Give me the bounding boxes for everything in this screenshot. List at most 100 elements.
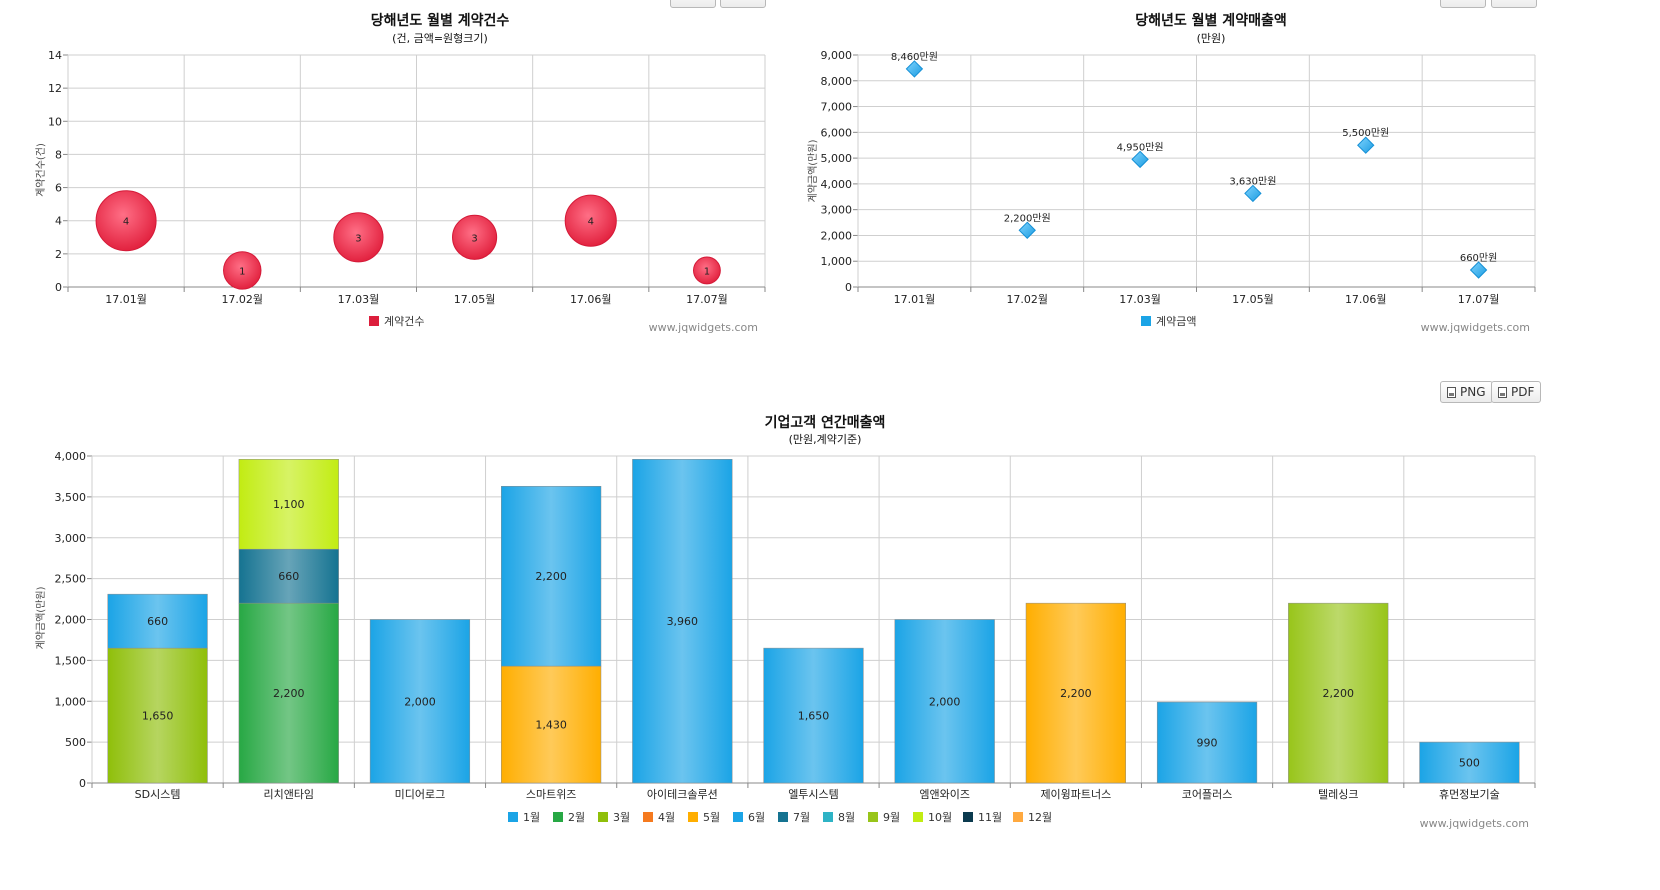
chart3-bar-label: 990: [1197, 737, 1218, 750]
png-export-button-top-right[interactable]: [1440, 0, 1486, 8]
chart3-bar-label: 2,000: [404, 695, 436, 708]
chart3-x-tick-label: 휴먼정보기술: [1439, 788, 1500, 801]
chart3-legend-swatch: [643, 812, 653, 822]
chart3-legend-label: 5월: [703, 811, 720, 824]
chart2-point: [905, 60, 924, 78]
chart3-y-tick-label: 500: [65, 736, 86, 749]
chart3-legend-swatch: [823, 812, 833, 822]
chart1-bubble: [692, 256, 721, 285]
chart2-point: [1018, 221, 1036, 239]
monthly-contract-count-chart: 당해년도 월별 계약건수 (건, 금액=원형크기) 계약건수(건) 0 2 4 6 8 1…: [35, 12, 766, 334]
chart2-x-tick-label: 17.03월: [1119, 293, 1161, 306]
monthly-contract-revenue-chart: 당해년도 월별 계약매출액 (만원) 계약금액(만원) 0 1,000 2,000 3…: [807, 12, 1536, 334]
chart3-legend-swatch: [508, 812, 518, 822]
chart3-bar-label: 2,200: [1322, 687, 1354, 700]
chart3-title: 기업고객 연간매출액: [765, 414, 886, 431]
chart3-y-tick-label: 3,500: [55, 491, 87, 504]
chart2-x-tick-label: 17.01월: [894, 293, 936, 306]
chart3-y-tick-label: 3,000: [55, 532, 87, 545]
chart1-x-tick-label: 17.02월: [221, 293, 263, 306]
chart3-bar-label: 660: [147, 615, 168, 628]
chart1-title: 당해년도 월별 계약건수: [371, 12, 510, 29]
chart3-bar-segment: [632, 459, 733, 784]
chart3-legend-item: 10월: [913, 811, 952, 824]
chart2-y-tick-label: 5,000: [821, 152, 853, 165]
chart2-y-tick-label: 4,000: [821, 178, 853, 191]
chart3-x-tick-label: 엠앤와이즈: [919, 788, 970, 801]
chart2-point-label: 3,630만원: [1229, 175, 1276, 187]
chart3-legend-item: 3월: [598, 811, 630, 824]
chart3-bar-segment: [238, 548, 339, 604]
chart3-x-tick-label: 코어플러스: [1182, 788, 1233, 801]
chart3-x-tick-label: SD시스템: [135, 788, 181, 801]
chart1-subtitle: (건, 금액=원형크기): [392, 32, 488, 45]
chart3-legend-label: 7월: [793, 811, 810, 824]
chart3-x-tick-label: 아이테크솔루션: [647, 788, 718, 801]
chart2-y-tick-label: 7,000: [821, 101, 853, 114]
chart3-legend-label: 2월: [568, 811, 585, 824]
chart3-bar-segment: [894, 619, 995, 784]
chart2-credit: www.jqwidgets.com: [1421, 321, 1530, 334]
chart1-ylabel: 계약건수(건): [35, 143, 47, 197]
chart3-legend-label: 1월: [523, 811, 540, 824]
chart3-bar-label: 2,200: [1060, 687, 1092, 700]
chart2-y-tick-label: 2,000: [821, 229, 853, 242]
chart1-credit: www.jqwidgets.com: [649, 321, 758, 334]
chart2-x-tick-label: 17.07월: [1458, 293, 1500, 306]
chart3-legend-swatch: [553, 812, 563, 822]
chart3-bar-segment: [1288, 602, 1389, 784]
chart3-y-tick-label: 1,000: [55, 695, 87, 708]
chart3-y-tick-label: 0: [79, 777, 86, 790]
chart1-bubble: [95, 190, 157, 252]
chart1-legend-swatch: [369, 316, 379, 326]
chart1-bubble-label: 3: [471, 233, 477, 244]
chart1-y-tick-label: 10: [48, 115, 62, 128]
chart1-legend-label: 계약건수: [384, 314, 424, 328]
chart3-legend-label: 4월: [658, 811, 675, 824]
chart1-bubble-label: 4: [123, 217, 129, 228]
pdf-export-button-top-right[interactable]: [1491, 0, 1537, 8]
chart3-bar-segment: [238, 459, 339, 550]
chart3-y-tick-label: 2,500: [55, 573, 87, 586]
pdf-export-button[interactable]: PDF: [1491, 381, 1542, 403]
chart3-legend-swatch: [913, 812, 923, 822]
chart1-y-tick-label: 0: [55, 281, 62, 294]
chart2-point: [1244, 184, 1262, 203]
png-label: PNG: [1460, 385, 1486, 399]
png-export-button-top-left[interactable]: [670, 0, 716, 8]
chart3-legend-label: 12월: [1028, 811, 1052, 824]
chart3-legend-label: 3월: [613, 811, 630, 824]
chart1-bubble-label: 1: [239, 266, 245, 277]
chart3-legend-item: 11월: [963, 811, 1002, 824]
chart3-bar-segment: [1025, 602, 1126, 784]
chart2-y-tick-label: 3,000: [821, 204, 853, 217]
chart3-legend-label: 10월: [928, 811, 952, 824]
chart2-y-tick-label: 6,000: [821, 126, 853, 139]
pdf-export-button-top-left[interactable]: [720, 0, 766, 8]
chart3-legend-swatch: [778, 812, 788, 822]
chart3-bar-label: 1,100: [273, 498, 305, 511]
chart2-y-tick-label: 9,000: [821, 49, 853, 62]
chart3-x-tick-label: 엘투시스템: [788, 788, 839, 801]
png-export-button[interactable]: PNG: [1440, 381, 1493, 403]
chart3-bar-segment: [107, 647, 208, 784]
chart3-bar-label: 500: [1459, 757, 1480, 770]
chart2-x-tick-label: 17.06월: [1345, 293, 1387, 306]
chart3-bar-segment: [1419, 741, 1520, 784]
chart1-x-tick-label: 17.01월: [105, 293, 147, 306]
chart2-legend-swatch: [1141, 316, 1151, 326]
chart3-bar-label: 1,430: [535, 719, 567, 732]
chart1-x-tick-label: 17.07월: [686, 293, 728, 306]
chart3-legend-label: 11월: [978, 811, 1002, 824]
chart3-x-tick-label: 리치앤타임: [263, 788, 314, 801]
chart3-legend-label: 9월: [883, 811, 900, 824]
chart1-y-tick-label: 6: [55, 182, 62, 195]
chart3-legend-item: 6월: [733, 811, 765, 824]
chart1-bubble-label: 4: [588, 217, 594, 228]
chart2-y-tick-label: 0: [845, 281, 852, 294]
chart3-legend-item: 1월: [508, 811, 540, 824]
chart3-x-tick-label: 스마트위즈: [526, 788, 577, 801]
chart2-y-tick-label: 1,000: [821, 255, 853, 268]
chart1-y-tick-label: 12: [48, 82, 62, 95]
chart3-legend-swatch: [733, 812, 743, 822]
